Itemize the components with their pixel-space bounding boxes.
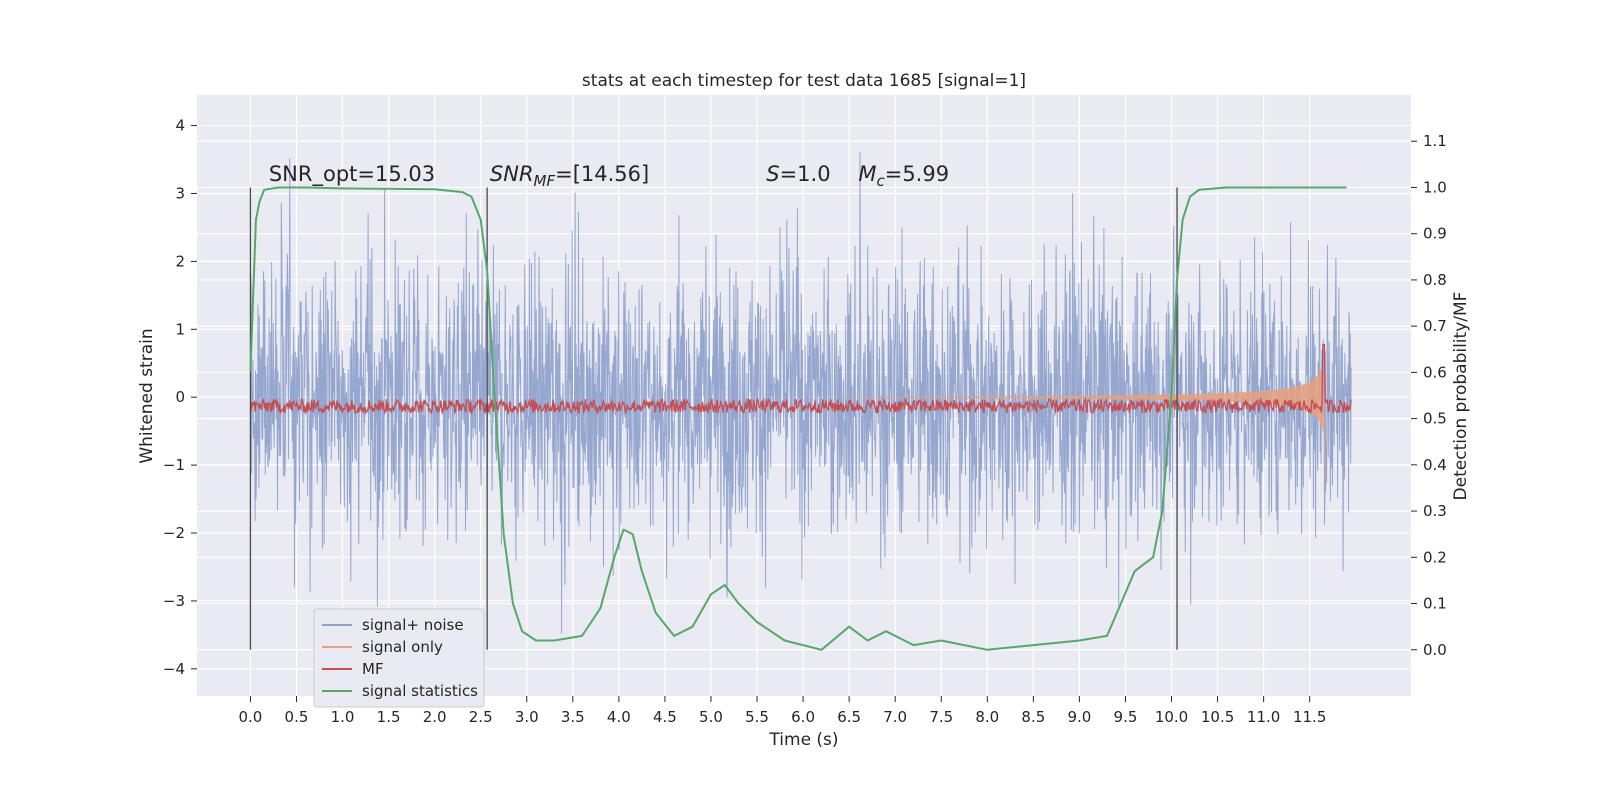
y2-ticks: 1.1 1.0 0.9 0.8 0.7 0.6 0.5 0.4 0.3 0.2 0.1 0.0	[1411, 132, 1447, 659]
x-tick-label: 4.5	[653, 708, 677, 726]
x-tick-label: 5.5	[745, 708, 769, 726]
y-tick-label: −2	[163, 524, 185, 542]
x-tick-label: 7.0	[883, 708, 907, 726]
x-tick-label: 9.0	[1067, 708, 1091, 726]
x-ticks: 0.0 0.5 1.0 1.5 2.0 2.5 3.0 3.5 4.0 4.5 5.0 5.5 6.0 6…	[238, 696, 1326, 726]
y2-tick-label: 0.1	[1423, 595, 1447, 613]
y2-tick-label: 0.7	[1423, 317, 1447, 335]
x-tick-label: 3.0	[515, 708, 539, 726]
y-tick-label: 1	[175, 320, 185, 338]
legend-box	[313, 608, 485, 708]
x-tick-label: 1.5	[377, 708, 401, 726]
y-tick-label: 4	[175, 117, 185, 135]
y-tick-label: 3	[175, 184, 185, 202]
signal-only-series	[839, 361, 1327, 520]
x-axis-label: Time (s)	[768, 730, 838, 750]
x-tick-label: 6.5	[837, 708, 861, 726]
x-tick-label: 7.5	[929, 708, 953, 726]
legend-label-signal-noise: signal+ noise	[362, 616, 464, 634]
mf-line	[249, 343, 1352, 416]
x-tick-label: 10.5	[1201, 708, 1234, 726]
y2-tick-label: 0.5	[1423, 410, 1447, 428]
annotation-text: SNR_opt=15.03	[269, 162, 435, 187]
x-tick-label: 6.0	[791, 708, 815, 726]
y-ticks: 4 3 2 1 0 −1 −2 −3 −4	[163, 117, 197, 678]
y-tick-label: −4	[163, 660, 185, 678]
x-tick-label: 0.0	[238, 708, 262, 726]
x-tick-label: 11.0	[1247, 708, 1280, 726]
legend-label-mf: MF	[362, 660, 384, 678]
x-tick-label: 8.5	[1021, 708, 1045, 726]
signal-only-envelope	[839, 361, 1327, 520]
y2-tick-label: 1.0	[1423, 178, 1447, 196]
x-tick-label: 11.5	[1293, 708, 1326, 726]
y2-axis-label: Detection probability/MF	[1451, 292, 1471, 501]
x-tick-label: 9.5	[1114, 708, 1138, 726]
y2-tick-label: 0.0	[1423, 641, 1447, 659]
annotation-text: SNRMF=[14.56]	[490, 162, 649, 190]
y2-tick-label: 0.2	[1423, 548, 1447, 566]
annotation-text: S=1.0	[766, 162, 830, 186]
y2-tick-label: 0.3	[1423, 502, 1447, 520]
y2-tick-label: 0.9	[1423, 225, 1447, 243]
annotation-text: Mc=5.99	[858, 162, 949, 190]
y2-tick-label: 0.4	[1423, 456, 1447, 474]
signal-statistics-line	[249, 186, 1347, 651]
chart-title: stats at each timestep for test data 168…	[582, 71, 1026, 91]
legend-label-signal-statistics: signal statistics	[362, 682, 478, 700]
y-tick-label: −3	[163, 592, 185, 610]
y-tick-label: 2	[175, 252, 185, 270]
x-tick-label: 10.0	[1155, 708, 1188, 726]
x-tick-label: 2.5	[469, 708, 493, 726]
signal-statistics-series	[249, 186, 1347, 651]
y-tick-label: 0	[175, 388, 185, 406]
signal-noise-line	[249, 151, 1352, 634]
x-tick-label: 2.0	[423, 708, 447, 726]
y-axis-label: Whitened strain	[137, 328, 157, 463]
x-tick-label: 1.0	[331, 708, 355, 726]
x-tick-label: 0.5	[285, 708, 309, 726]
legend: signal+ noise signal only MF signal stat…	[313, 608, 485, 708]
y2-tick-label: 1.1	[1423, 132, 1447, 150]
annotations: SNR_opt=15.03 SNRMF=[14.56] S=1.0 Mc=5.99	[269, 162, 949, 190]
x-tick-label: 4.0	[607, 708, 631, 726]
y2-tick-label: 0.8	[1423, 271, 1447, 289]
mf-series	[249, 343, 1352, 416]
y2-tick-label: 0.6	[1423, 363, 1447, 381]
y-tick-label: −1	[163, 456, 185, 474]
x-tick-label: 8.0	[975, 708, 999, 726]
x-tick-label: 5.0	[699, 708, 723, 726]
legend-label-signal-only: signal only	[362, 638, 443, 656]
x-tick-label: 3.5	[561, 708, 585, 726]
signal-noise-series	[249, 151, 1352, 634]
